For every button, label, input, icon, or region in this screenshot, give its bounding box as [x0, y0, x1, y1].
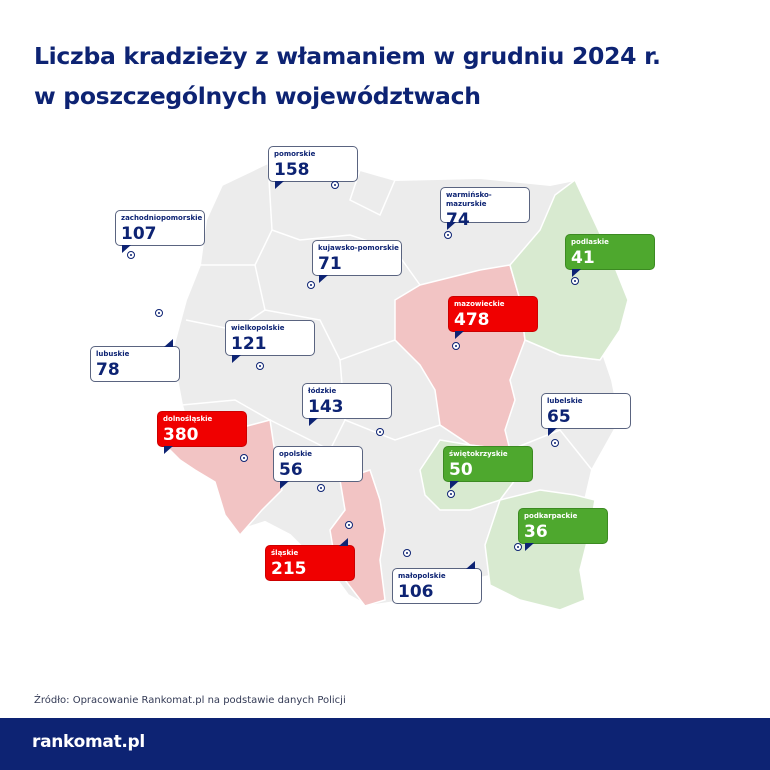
- region-value: 107: [121, 224, 157, 244]
- region-value: 74: [446, 210, 470, 230]
- region-name: lubuskie: [96, 350, 130, 358]
- region-value: 121: [231, 334, 267, 354]
- region-name: opolskie: [279, 450, 312, 458]
- region-value: 158: [274, 160, 310, 180]
- region-value: 143: [308, 397, 344, 417]
- pointer-icon: [232, 355, 241, 363]
- location-marker-icon: [317, 484, 325, 492]
- location-marker-icon: [514, 543, 522, 551]
- pointer-icon: [319, 275, 328, 283]
- region-value: 71: [318, 254, 342, 274]
- source-note: Źródło: Opracowanie Rankomat.pl na podst…: [34, 695, 346, 706]
- location-marker-icon: [452, 342, 460, 350]
- region-name: pomorskie: [274, 150, 316, 158]
- region-name: małopolskie: [398, 572, 446, 580]
- title-line-2: w poszczególnych województwach: [34, 82, 481, 110]
- region-label-12: świętokrzyskie 50: [443, 446, 533, 489]
- region-name: wielkopolskie: [231, 324, 285, 332]
- location-marker-icon: [307, 281, 315, 289]
- pointer-icon: [466, 561, 475, 569]
- region-name: lubelskie: [547, 397, 583, 405]
- region-value: 106: [398, 582, 434, 602]
- region-name: mazowieckie: [454, 300, 505, 308]
- region-value: 56: [279, 460, 303, 480]
- region-label-8: łódzkie 143: [302, 383, 392, 426]
- region-name: dolnośląskie: [163, 415, 213, 423]
- location-marker-icon: [444, 231, 452, 239]
- region-name: podlaskie: [571, 238, 609, 246]
- rankomat-logo: rankomat.pl: [32, 732, 145, 752]
- region-label-4: podlaskie 41: [565, 234, 655, 277]
- region-value: 50: [449, 460, 473, 480]
- location-marker-icon: [447, 490, 455, 498]
- location-marker-icon: [551, 439, 559, 447]
- pointer-icon: [309, 418, 318, 426]
- region-label-7: lubuskie 78: [90, 339, 180, 382]
- region-name: podkarpackie: [524, 512, 578, 520]
- region-name: śląskie: [271, 549, 299, 557]
- pointer-icon: [339, 538, 348, 546]
- region-name: zachodniopomorskie: [121, 214, 203, 222]
- location-marker-icon: [345, 521, 353, 529]
- region-value: 78: [96, 360, 120, 380]
- pointer-icon: [455, 331, 464, 339]
- title-line-1: Liczba kradzieży z włamaniem w grudniu 2…: [34, 42, 661, 70]
- region-value: 380: [163, 425, 199, 445]
- region-value: 65: [547, 407, 571, 427]
- region-label-15: małopolskie 106: [392, 561, 482, 604]
- pointer-icon: [572, 269, 581, 277]
- location-marker-icon: [571, 277, 579, 285]
- region-name: świętokrzyskie: [449, 450, 508, 458]
- region-name: łódzkie: [308, 387, 337, 395]
- region-label-0: pomorskie 158: [268, 146, 358, 189]
- pointer-icon: [122, 245, 131, 253]
- pointer-icon: [548, 428, 557, 436]
- region-value: 215: [271, 559, 307, 579]
- region-value: 41: [571, 248, 595, 268]
- location-marker-icon: [331, 181, 339, 189]
- location-marker-icon: [376, 428, 384, 436]
- region-name: kujawsko-pomorskie: [318, 244, 399, 252]
- page-title: Liczba kradzieży z włamaniem w grudniu 2…: [34, 36, 754, 116]
- pointer-icon: [275, 181, 284, 189]
- region-label-3: kujawsko-pomorskie 71: [312, 240, 402, 283]
- location-marker-icon: [155, 309, 163, 317]
- region-label-5: mazowieckie 478: [448, 296, 538, 339]
- region-label-6: wielkopolskie 121: [225, 320, 315, 363]
- region-label-11: opolskie 56: [273, 446, 363, 489]
- region-label-10: dolnośląskie 380: [157, 411, 247, 454]
- pointer-icon: [447, 222, 456, 230]
- location-marker-icon: [403, 549, 411, 557]
- region-label-9: lubelskie 65: [541, 393, 631, 436]
- footer-bar: rankomat.pl: [0, 718, 770, 770]
- region-label-14: śląskie 215: [265, 538, 355, 581]
- region-label-2: warmińsko-mazurskie 74: [440, 187, 530, 230]
- region-podlaskie: [509, 178, 629, 361]
- region-value: 36: [524, 522, 548, 542]
- location-marker-icon: [127, 251, 135, 259]
- region-label-13: podkarpackie 36: [518, 508, 608, 551]
- region-label-1: zachodniopomorskie 107: [115, 210, 205, 253]
- pointer-icon: [164, 446, 173, 454]
- location-marker-icon: [256, 362, 264, 370]
- region-name: warmińsko-mazurskie: [446, 191, 492, 208]
- pointer-icon: [525, 543, 534, 551]
- location-marker-icon: [240, 454, 248, 462]
- pointer-icon: [450, 481, 459, 489]
- pointer-icon: [164, 339, 173, 347]
- region-value: 478: [454, 310, 490, 330]
- pointer-icon: [280, 481, 289, 489]
